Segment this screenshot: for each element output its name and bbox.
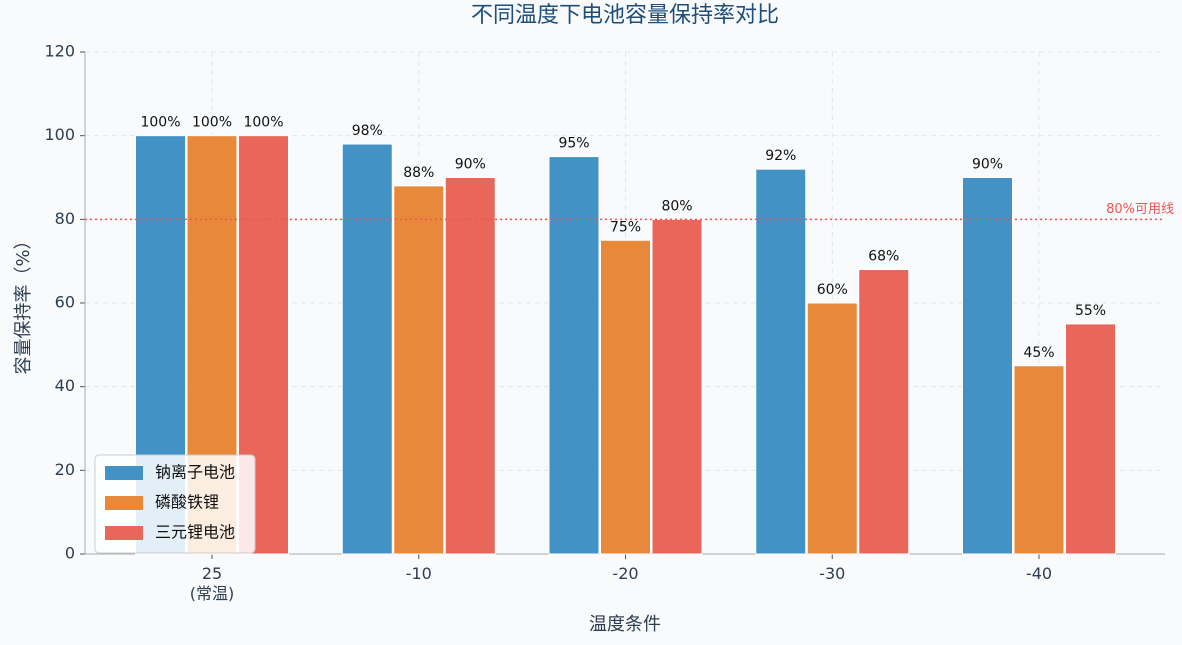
legend-label: 钠离子电池 (155, 463, 235, 482)
bar (806, 302, 858, 555)
bar (393, 185, 445, 555)
y-tick-label: 120 (44, 42, 75, 61)
y-axis-label: 容量保持率（%） (13, 231, 34, 374)
bar (341, 143, 393, 555)
legend-label: 磷酸铁锂 (155, 493, 219, 512)
bar (548, 156, 600, 555)
bar (600, 239, 651, 555)
bar (962, 177, 1013, 555)
x-tick-label: -20 (612, 564, 639, 583)
legend-swatch (105, 496, 143, 510)
bar (444, 177, 496, 555)
legend-swatch (105, 526, 143, 540)
bar (651, 218, 703, 555)
y-tick-label: 0 (65, 544, 75, 563)
bar (755, 168, 807, 555)
y-tick-label: 60 (55, 293, 75, 312)
value-label: 92% (765, 148, 796, 164)
y-tick-label: 20 (55, 460, 75, 479)
value-label: 68% (868, 249, 899, 265)
value-label: 98% (352, 123, 383, 139)
value-label: 100% (140, 115, 180, 131)
y-tick-label: 80 (55, 209, 75, 228)
x-tick-label: -10 (405, 564, 432, 583)
x-tick-label: 25 (常温) (189, 564, 235, 603)
legend-swatch (105, 466, 143, 480)
y-tick-label: 40 (55, 376, 75, 395)
bar (1065, 323, 1116, 555)
value-label: 60% (817, 282, 848, 298)
x-tick-label: -30 (819, 564, 846, 583)
value-label: 95% (558, 136, 589, 152)
reference-label: 80%可用线 (1106, 202, 1174, 217)
value-label: 90% (455, 157, 486, 173)
bar (858, 269, 910, 555)
value-label: 45% (1023, 345, 1054, 361)
value-label: 80% (661, 198, 692, 214)
y-tick-label: 100 (44, 125, 75, 144)
x-tick-label: -40 (1025, 564, 1053, 583)
value-label: 100% (243, 115, 283, 131)
value-label: 100% (192, 115, 232, 131)
value-label: 55% (1075, 303, 1106, 319)
legend-label: 三元锂电池 (155, 523, 235, 542)
value-label: 75% (610, 219, 641, 235)
value-label: 90% (972, 157, 1003, 173)
x-axis-label: 温度条件 (589, 614, 661, 635)
chart-title: 不同温度下电池容量保持率对比 (471, 3, 779, 28)
value-label: 88% (403, 165, 434, 181)
bar (1013, 365, 1065, 555)
